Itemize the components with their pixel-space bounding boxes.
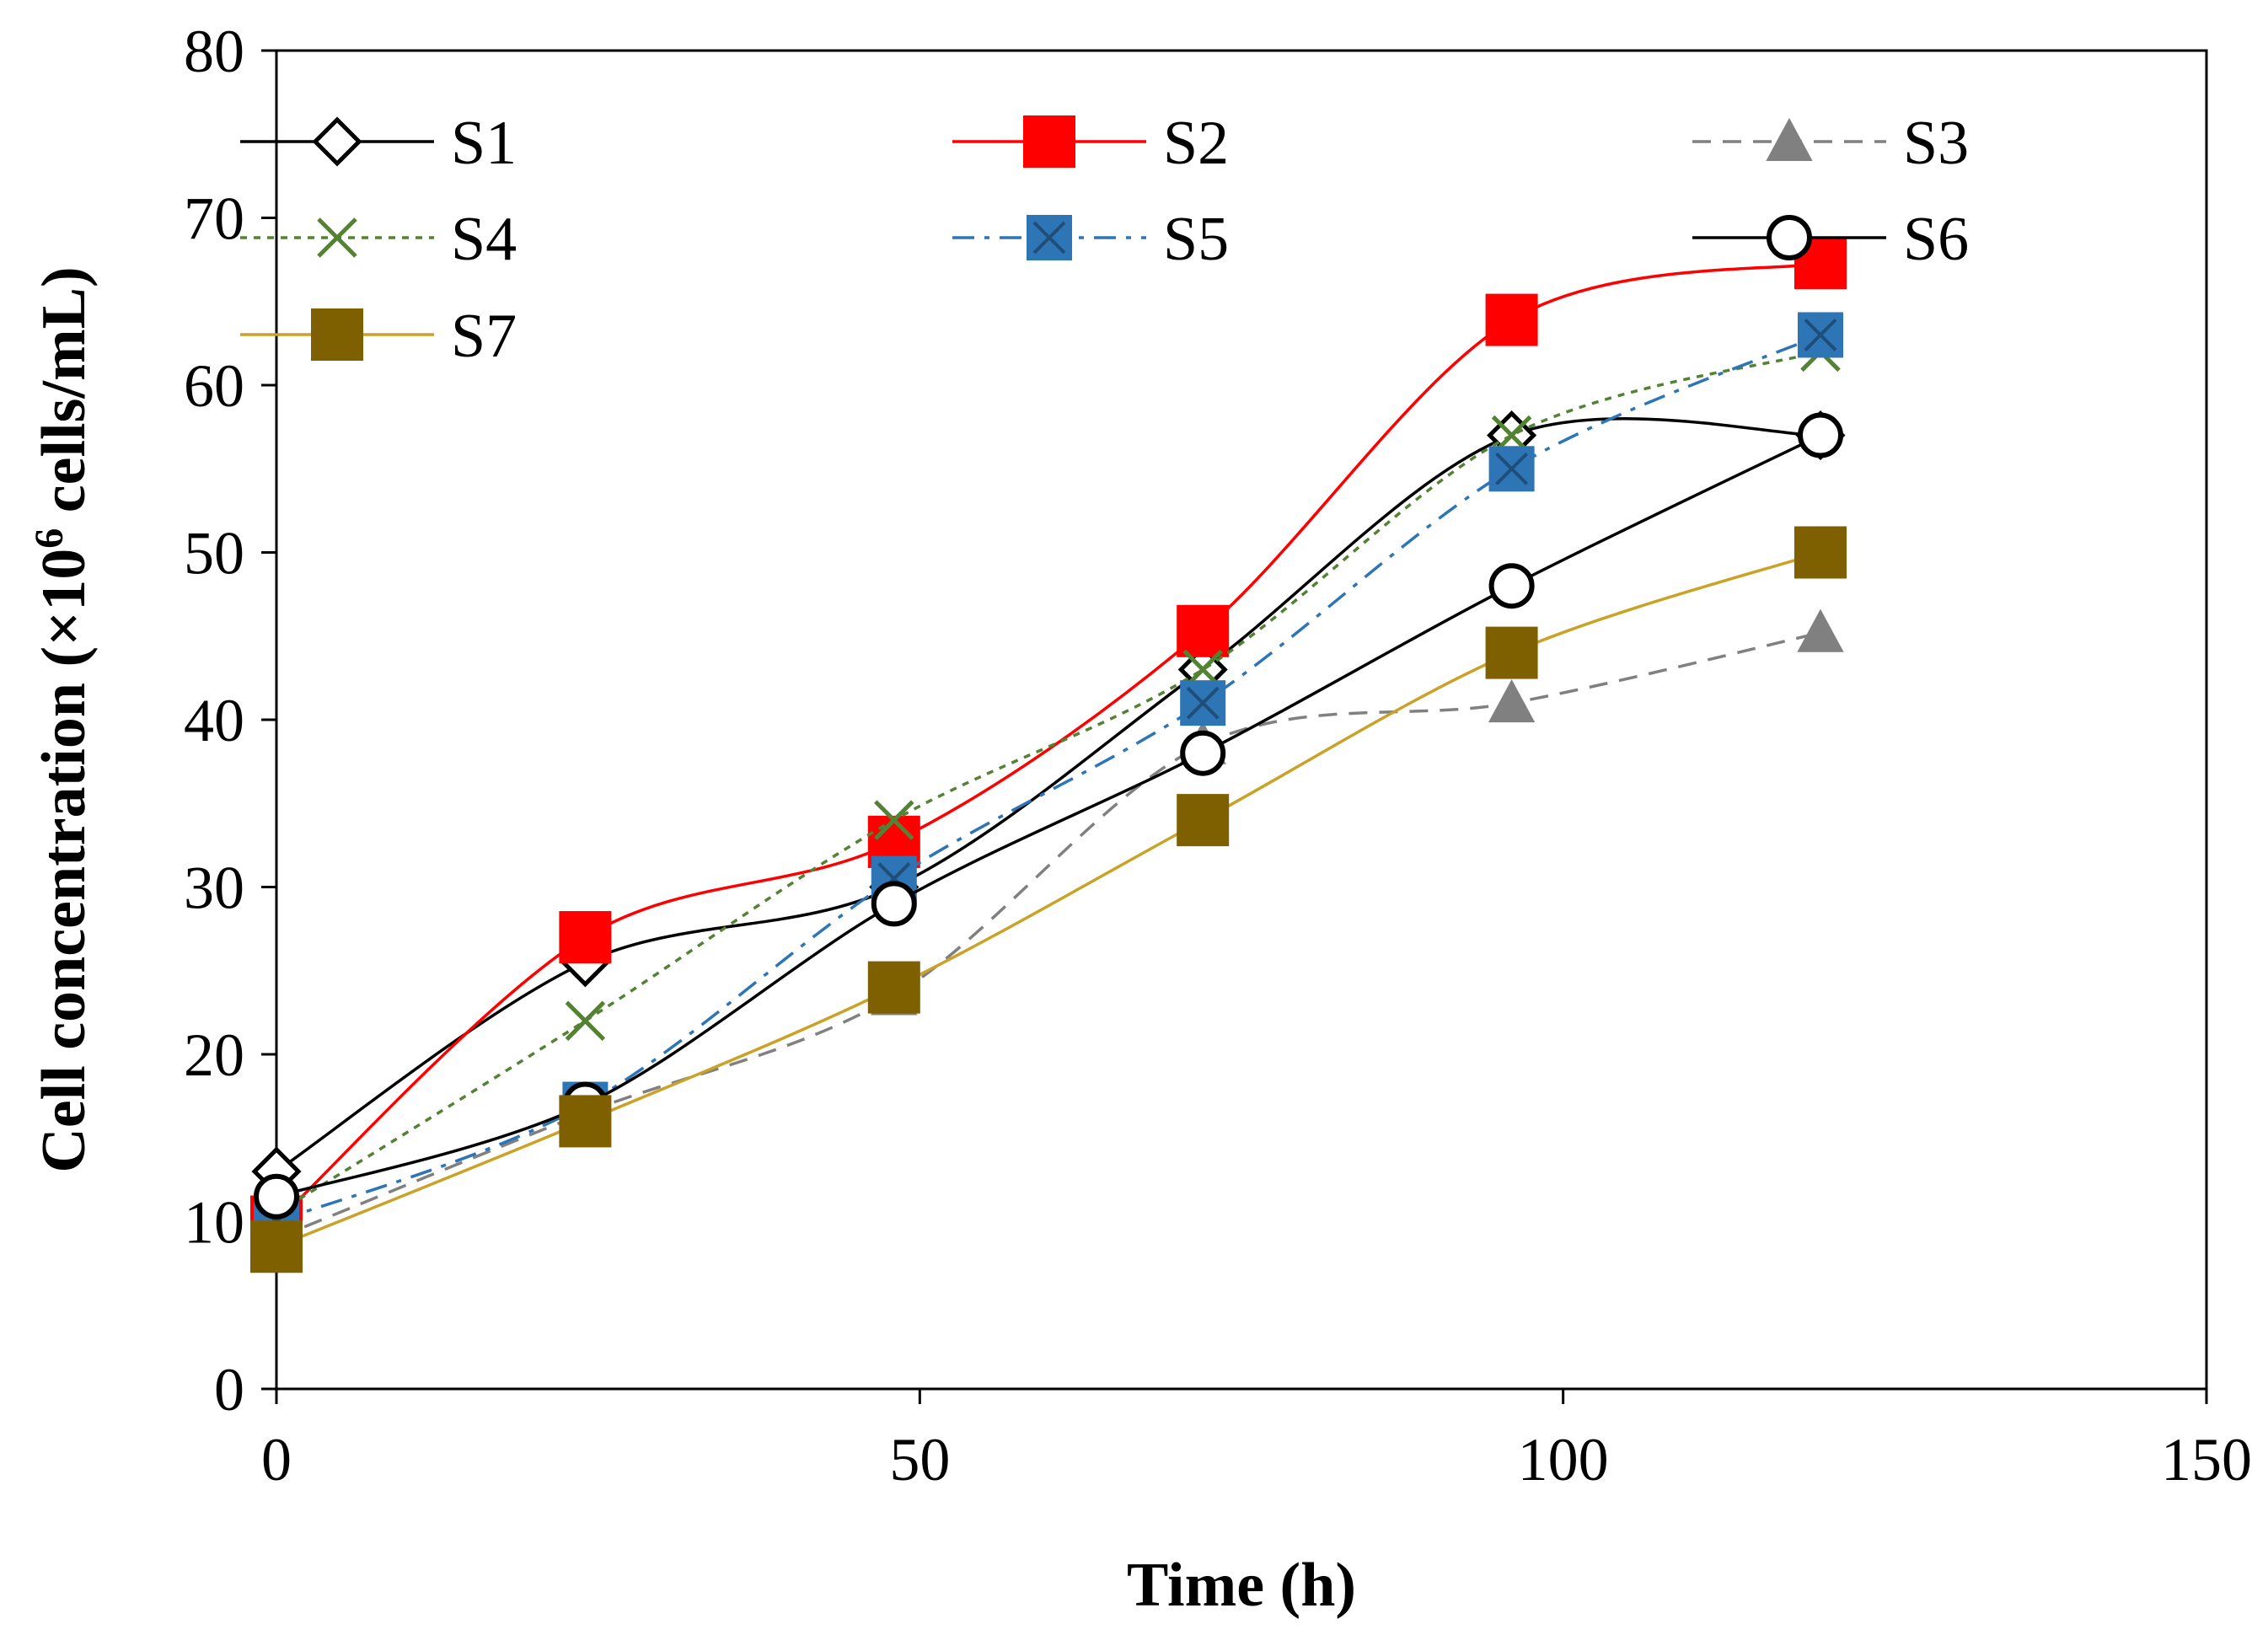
data-point-s7 [867, 961, 920, 1014]
legend-marker [1027, 215, 1072, 260]
series-s2 [250, 237, 1847, 1248]
legend-label: S5 [1163, 205, 1229, 274]
x-axis-title: Time (h) [1127, 1551, 1356, 1620]
legend-label: S1 [451, 109, 517, 178]
y-tick-label: 50 [184, 520, 244, 587]
series-s1 [251, 410, 1846, 1197]
data-point-s4 [565, 1000, 606, 1042]
legend-marker [1023, 115, 1075, 168]
axes: 0 10 20 30 40 50 60 70 80 0 50 100 150 [184, 18, 2252, 1493]
legend-label: S6 [1903, 205, 1969, 274]
legend-item-s7: S7 [240, 302, 517, 371]
data-point-s6 [1798, 412, 1843, 458]
legend-item-s2: S2 [952, 109, 1229, 178]
legend-item-s5: S5 [952, 205, 1229, 274]
data-point-s6 [871, 881, 917, 927]
data-point-s2 [559, 911, 612, 964]
data-point-s5 [1798, 312, 1843, 358]
data-point-s7 [559, 1095, 612, 1148]
series-layer [250, 237, 1847, 1273]
x-tick-label: 150 [2161, 1426, 2252, 1493]
data-point-s6 [1180, 730, 1226, 776]
legend-label: S7 [451, 302, 517, 371]
legend-label: S3 [1903, 109, 1969, 178]
legend: S1 S2 S3 S4 S5 S6 S7 [240, 109, 1969, 371]
legend-label: S2 [1163, 109, 1229, 178]
legend-item-s4: S4 [240, 205, 517, 274]
marker-stroke [874, 800, 914, 840]
legend-label: S4 [451, 205, 517, 274]
marker-stroke [1186, 686, 1220, 720]
y-tick-label: 10 [184, 1189, 244, 1257]
y-axis-title-tail: cells/mL) [29, 266, 99, 528]
marker-stroke [317, 217, 357, 258]
x-tick-label: 0 [261, 1426, 292, 1493]
x-tick-label: 50 [889, 1426, 950, 1493]
series-line-s4 [276, 350, 1821, 1215]
data-point-s3 [1797, 608, 1844, 652]
series-line-s1 [276, 417, 1821, 1173]
y-tick-label: 60 [184, 352, 244, 420]
data-point-s7 [1794, 526, 1847, 579]
marker-stroke [1032, 221, 1066, 255]
data-point-s2 [1177, 604, 1230, 657]
y-tick-label: 40 [184, 687, 244, 754]
series-s7 [250, 526, 1847, 1273]
data-point-s6 [254, 1173, 299, 1220]
series-line-s5 [276, 333, 1821, 1224]
data-point-s7 [250, 1220, 303, 1273]
series-line-s2 [275, 261, 1821, 1223]
series-s6 [254, 412, 1843, 1220]
y-axis-title: Cell concentration (×106 cells/mL) [27, 266, 99, 1172]
series-line-s6 [276, 433, 1821, 1198]
legend-marker [312, 116, 362, 167]
legend-item-s1: S1 [240, 109, 517, 178]
series-line-s7 [276, 550, 1821, 1248]
data-point-s3 [1488, 679, 1536, 723]
data-point-s7 [1177, 794, 1230, 847]
legend-marker [311, 308, 363, 361]
legend-item-s6: S6 [1692, 205, 1969, 274]
data-point-s7 [1485, 626, 1538, 679]
data-point-s2 [1485, 293, 1538, 346]
y-tick-label: 30 [184, 855, 244, 922]
legend-marker [1767, 215, 1812, 260]
y-tick-label: 0 [214, 1356, 244, 1423]
marker-stroke [1495, 452, 1529, 485]
marker-stroke [565, 1000, 606, 1042]
series-s5 [254, 312, 1843, 1245]
data-point-s5 [1488, 446, 1535, 492]
series-s4 [256, 331, 1841, 1234]
series-line-s3 [276, 631, 1821, 1240]
data-point-s6 [1488, 563, 1535, 609]
y-tick-label: 20 [184, 1021, 244, 1089]
legend-marker [1766, 117, 1813, 161]
data-point-s4 [874, 800, 914, 840]
marker-stroke [1804, 319, 1837, 351]
y-axis-title-main: Cell concentration (×10 [29, 549, 99, 1173]
legend-item-s3: S3 [1692, 109, 1969, 178]
y-tick-label: 80 [184, 18, 244, 85]
data-point-s5 [1180, 680, 1226, 726]
x-tick-label: 100 [1518, 1426, 1609, 1493]
legend-marker [317, 217, 357, 258]
y-tick-label: 70 [184, 185, 244, 253]
y-axis-title-superscript: 6 [27, 528, 72, 549]
